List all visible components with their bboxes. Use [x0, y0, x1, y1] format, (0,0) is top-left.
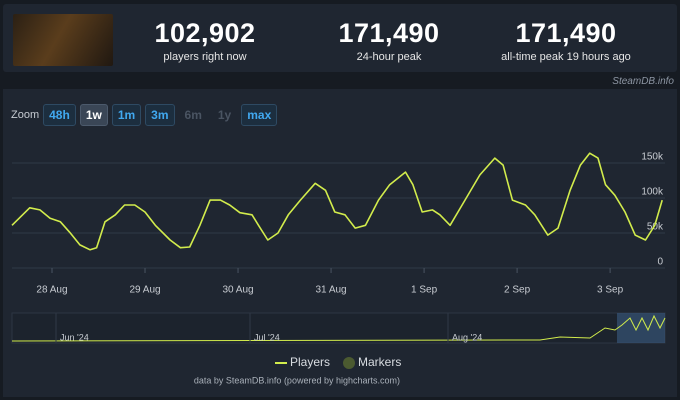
- navigator-line: [11, 314, 666, 342]
- zoom-bar: Zoom 48h 1w 1m 3m 6m 1y max: [11, 104, 278, 126]
- stats-panel: 102,902 players right now 171,490 24-hour …: [3, 4, 677, 72]
- y-tick-label: 0: [657, 257, 663, 268]
- chart-panel: [3, 89, 677, 397]
- x-tick-label: 30 Aug: [222, 285, 253, 296]
- y-tick-label: 100k: [641, 187, 664, 198]
- stat-value: 102,902: [154, 18, 256, 48]
- y-tick-label: 50k: [647, 222, 664, 233]
- legend-swatch: [343, 357, 355, 369]
- navigator-label: Aug '24: [452, 332, 482, 342]
- credits: data by SteamDB.info (powered by highcha…: [194, 375, 400, 385]
- zoom-button: 6m: [184, 108, 202, 122]
- navigator: [11, 312, 666, 344]
- zoom-button[interactable]: 48h: [43, 104, 76, 126]
- x-tick-label: 2 Sep: [504, 285, 531, 296]
- zoom-button[interactable]: 1m: [111, 104, 142, 126]
- x-tick-label: 31 Aug: [315, 285, 346, 296]
- stat-value: 171,490: [338, 18, 440, 48]
- legend-label: Markers: [358, 355, 401, 369]
- stat-label: 24-hour peak: [356, 51, 422, 63]
- zoom-button[interactable]: 1w: [79, 104, 108, 126]
- zoom-button[interactable]: max: [241, 104, 278, 126]
- zoom-label: Zoom: [11, 109, 40, 121]
- x-tick-label: 29 Aug: [129, 285, 160, 296]
- x-tick-label: 28 Aug: [36, 285, 67, 296]
- stat: 171,490 all-time peak 19 hours ago: [466, 18, 666, 63]
- stat: 171,490 24-hour peak: [289, 18, 489, 63]
- navigator-label: Jun '24: [60, 332, 89, 342]
- navigator-selection[interactable]: [617, 313, 665, 343]
- x-tick-label: 3 Sep: [597, 285, 624, 296]
- game-thumbnail: [13, 14, 113, 66]
- legend-label: Players: [290, 355, 330, 369]
- stat-label: all-time peak 19 hours ago: [501, 51, 631, 63]
- stat: 102,902 players right now: [105, 18, 305, 63]
- watermark: SteamDB.info: [612, 76, 674, 87]
- x-tick-label: 1 Sep: [411, 285, 438, 296]
- stat-label: players right now: [163, 51, 247, 63]
- zoom-button[interactable]: 3m: [145, 104, 175, 126]
- navigator-label: Jul '24: [254, 332, 280, 342]
- zoom-button: 1y: [217, 108, 232, 122]
- y-tick-label: 150k: [641, 152, 664, 163]
- stat-value: 171,490: [515, 18, 617, 48]
- line-series: [11, 152, 663, 251]
